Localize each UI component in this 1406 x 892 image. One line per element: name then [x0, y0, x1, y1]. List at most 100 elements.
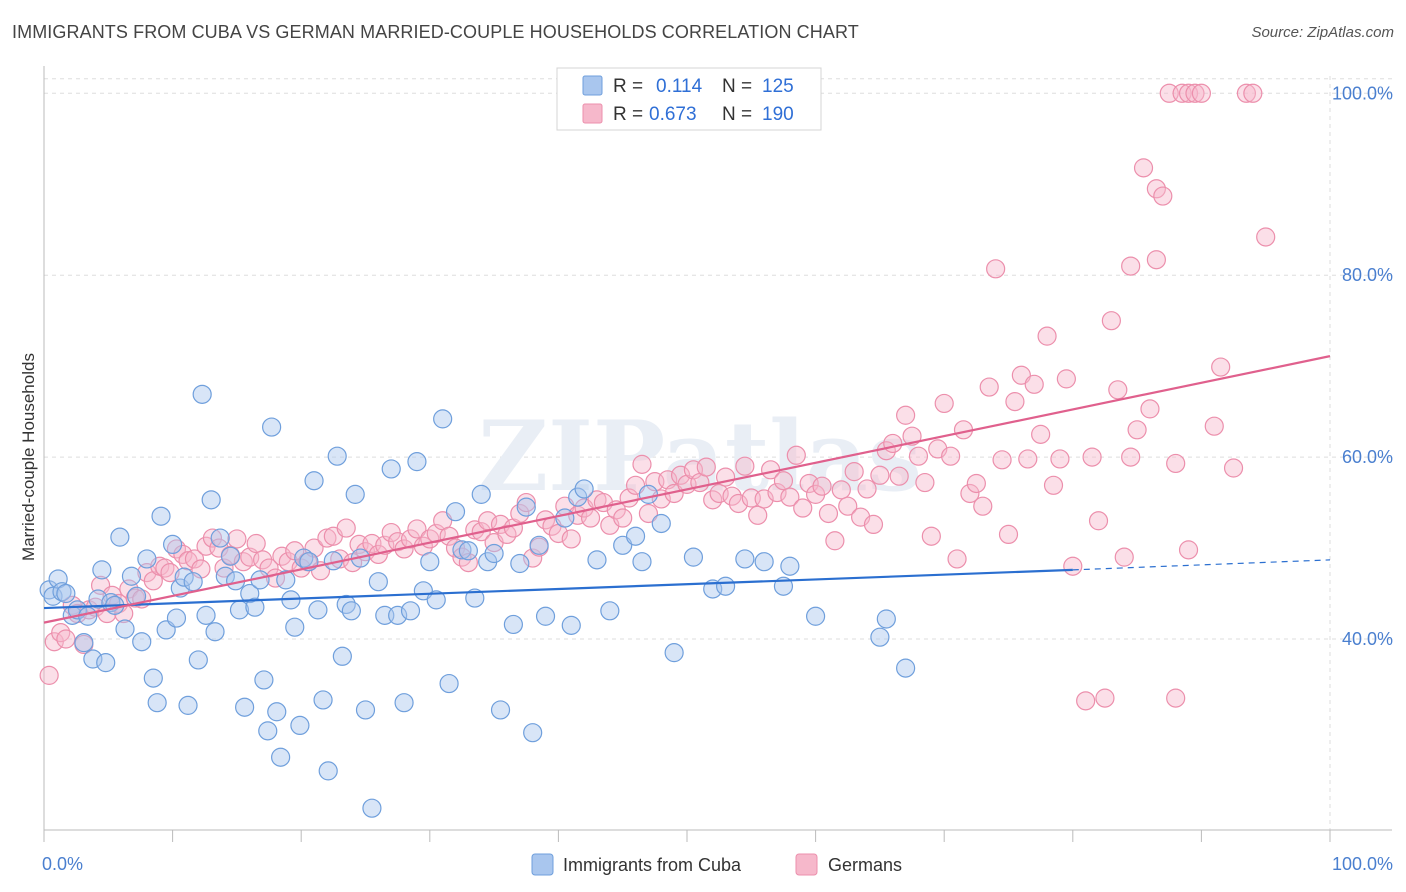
cuba-point: [254, 670, 274, 690]
cuba-point: [188, 650, 208, 670]
cuba-trend-extension: [1072, 559, 1331, 571]
cuba-point: [651, 513, 671, 534]
german-point: [1146, 179, 1166, 199]
german-point: [1166, 453, 1186, 474]
grid-layer: [44, 76, 1392, 830]
german-point: [1121, 256, 1141, 276]
german-point: [1101, 311, 1121, 331]
german-point: [831, 480, 851, 500]
german-point: [1204, 416, 1224, 436]
cuba-point: [388, 605, 408, 625]
german-point: [561, 529, 581, 549]
german-point: [1121, 447, 1141, 467]
german-point: [202, 528, 223, 548]
cuba-point: [490, 700, 511, 720]
german-point: [1050, 449, 1070, 469]
german-point: [921, 526, 941, 546]
cuba-point: [294, 548, 314, 568]
cuba-point: [471, 484, 491, 504]
cuba-point: [341, 601, 361, 621]
german-point: [407, 519, 427, 539]
cuba-point: [110, 527, 130, 547]
cuba-point: [439, 673, 459, 694]
german-point: [184, 549, 205, 569]
german-point: [857, 479, 877, 499]
cuba-point: [529, 535, 549, 555]
german-point: [1178, 540, 1199, 560]
german-point: [1153, 186, 1173, 206]
chart-source: Source: ZipAtlas.com: [1251, 24, 1394, 41]
cuba-point: [561, 615, 581, 635]
german-point: [818, 503, 839, 524]
cuba-point: [433, 409, 453, 429]
cuba-point: [516, 497, 536, 517]
bottom-legend-swatch-cuba: [531, 853, 554, 876]
cuba-point: [355, 700, 376, 720]
legend-n-label-cuba: N =: [722, 76, 752, 97]
cuba-point: [258, 721, 278, 741]
cuba-point: [715, 576, 736, 596]
legend-r-label-cuba: R =: [613, 76, 643, 97]
correlation-legend: R = 0.114 N = 125 R = 0.673 N = 190: [556, 67, 822, 131]
cuba-point: [78, 606, 98, 626]
cuba-point: [74, 633, 94, 653]
cuba-point: [192, 384, 212, 404]
cuba-point: [394, 693, 414, 713]
german-point: [1127, 420, 1147, 440]
german-point: [1056, 369, 1076, 389]
cuba-point: [196, 605, 216, 625]
cuba-point: [183, 572, 203, 592]
german-point: [780, 487, 800, 507]
german-point: [1018, 449, 1038, 469]
cuba-point: [178, 695, 198, 715]
cuba-point: [132, 632, 152, 652]
german-point: [1211, 357, 1231, 377]
german-point: [160, 563, 180, 583]
cuba-point: [166, 608, 187, 628]
german-point: [883, 433, 903, 454]
german-point: [908, 446, 929, 466]
german-point: [1063, 556, 1083, 576]
cuba-point: [262, 417, 282, 437]
legend-r-value-german: 0.673: [649, 104, 697, 125]
german-point: [39, 665, 59, 685]
cuba-point: [625, 526, 646, 546]
cuba-point: [555, 508, 575, 528]
cuba-point: [400, 601, 421, 621]
german-points: [39, 83, 1276, 711]
cuba-point: [465, 588, 485, 608]
german-point: [246, 533, 266, 554]
german-point: [336, 518, 356, 538]
cuba-point: [205, 622, 225, 642]
cuba-point: [754, 552, 774, 572]
cuba-point: [683, 547, 704, 567]
german-point: [227, 529, 247, 549]
cuba-point: [318, 761, 338, 781]
german-point: [1140, 399, 1160, 419]
german-point: [889, 466, 909, 486]
cuba-point: [368, 572, 388, 592]
german-point: [793, 498, 813, 518]
cuba-point: [56, 583, 76, 604]
cuba-trend-line: [43, 568, 1073, 610]
cuba-point: [600, 601, 620, 621]
german-point: [773, 471, 794, 491]
german-point: [941, 446, 961, 466]
cuba-point: [523, 723, 543, 743]
cuba-point: [143, 668, 163, 688]
y-axis-label: Married-couple Households: [19, 353, 38, 561]
cuba-point: [896, 658, 916, 678]
cuba-point: [458, 541, 478, 561]
cuba-point: [271, 747, 291, 767]
legend-swatch-german: [582, 103, 603, 124]
cuba-point: [638, 484, 659, 504]
german-point: [915, 472, 935, 493]
german-point: [516, 492, 536, 513]
cuba-point: [276, 570, 296, 590]
cuba-points: [39, 384, 916, 818]
german-point: [1076, 691, 1096, 711]
cuba-point: [235, 697, 255, 717]
legend-n-value-cuba: 125: [762, 76, 794, 97]
legend-n-value-german: 190: [762, 104, 794, 125]
